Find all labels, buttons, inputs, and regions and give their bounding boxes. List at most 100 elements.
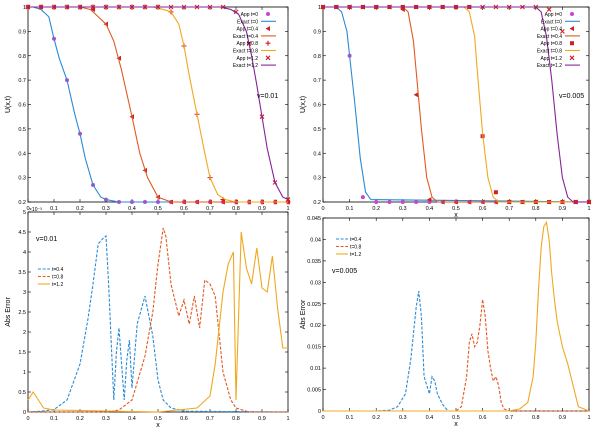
marker-point <box>266 12 270 16</box>
y-tick-label: 0.5 <box>18 127 26 133</box>
x-tick-label: 0.3 <box>102 416 110 422</box>
legend-label: t=0.4 <box>350 237 361 243</box>
y-tick-label: 0.04 <box>310 237 321 243</box>
legend-label: Exact t=0 <box>541 19 562 25</box>
x-tick-label: 0.6 <box>479 206 487 212</box>
y-tick-label: 5 <box>23 210 26 216</box>
y-axis-exponent: ×10⁻³ <box>29 207 42 213</box>
series-line <box>323 6 589 203</box>
y-tick-label: 0.5 <box>313 127 321 133</box>
x-tick-label: 0.5 <box>154 416 162 422</box>
series-line <box>323 220 590 412</box>
x-tick-label: 1 <box>286 206 289 212</box>
x-axis-label: x <box>454 212 458 219</box>
series-line <box>27 234 289 413</box>
series-line <box>28 6 288 203</box>
marker-point <box>560 28 565 34</box>
plot-area <box>322 217 590 412</box>
y-tick-label: 0.025 <box>307 302 321 308</box>
y-tick-label: 4 <box>23 250 26 256</box>
series-line <box>323 6 589 203</box>
y-tick-label: 0.02 <box>310 323 321 329</box>
series-line <box>28 6 288 203</box>
series-t-0-4 <box>27 234 289 413</box>
chart-panel-3: 0 0.1 0.2 0.3 0.4 0.5 0.6 0.7 0.8 0.9 1 0 0.5 1 1.5 2 2.… <box>5 207 290 429</box>
x-tick-label: 0.9 <box>559 206 567 212</box>
legend-label: Exact t=1.2 <box>537 63 562 69</box>
y-tick-label: 0.03 <box>310 280 321 286</box>
marker-point <box>285 197 291 202</box>
series-exact-t-0 <box>28 6 288 203</box>
y-tick-label: 0.9 <box>313 29 321 35</box>
x-tick-label: 0.4 <box>426 206 434 212</box>
marker-point <box>360 195 365 200</box>
x-tick-label: 0.8 <box>232 416 240 422</box>
x-tick-label: 0.1 <box>50 416 58 422</box>
x-tick-label: 0.4 <box>128 206 136 212</box>
y-axis-label: Abs Error <box>5 297 12 327</box>
marker-point <box>265 40 271 46</box>
series-exact-t-1-2 <box>28 6 289 201</box>
x-tick-label: 0.2 <box>76 416 84 422</box>
legend-label: t=0.4 <box>52 267 63 273</box>
x-tick-label: 0.1 <box>346 415 354 421</box>
y-tick-label: 3 <box>23 290 26 296</box>
legend: t=0.4 t=0.8t=1.2 <box>38 267 63 288</box>
y-tick-label: 0.01 <box>310 366 321 372</box>
x-tick-label: 0.5 <box>452 415 460 421</box>
series-t-0-8 <box>28 227 288 413</box>
y-tick-label: 0.7 <box>313 78 321 84</box>
plot-area <box>27 6 289 203</box>
x-tick-label: 0 <box>321 206 324 212</box>
plot-area <box>322 6 590 203</box>
x-tick-label: 0.6 <box>479 415 487 421</box>
y-tick-label: 1.5 <box>18 350 26 356</box>
x-tick-label: 0.4 <box>426 415 434 421</box>
marker-point <box>546 7 552 12</box>
series-exact-t-1-2 <box>323 6 589 203</box>
y-tick-label: 0.2 <box>18 200 26 206</box>
series-line <box>28 6 289 201</box>
series-t-1-2 <box>27 231 288 413</box>
x-tick-label: 0.7 <box>505 206 513 212</box>
marker-point <box>570 41 574 46</box>
legend-label: Exact t=0.4 <box>233 34 258 40</box>
y-tick-label: 0.6 <box>18 103 26 109</box>
series-line <box>323 6 589 203</box>
marker-point <box>426 197 432 203</box>
y-tick-label: 0.6 <box>313 103 321 109</box>
legend-label: t=0.8 <box>350 245 361 251</box>
x-tick-label: 0.8 <box>532 206 540 212</box>
x-tick-label: 0.9 <box>258 206 266 212</box>
y-tick-label: 4.5 <box>18 230 26 236</box>
legend-label: App t=1.2 <box>540 56 562 62</box>
legend-label: App t=0.4 <box>540 27 562 33</box>
x-tick-label: 0.6 <box>180 416 188 422</box>
x-tick-label: 0.2 <box>372 415 380 421</box>
x-tick-label: 0.3 <box>399 415 407 421</box>
series-line <box>28 227 288 413</box>
marker-point <box>387 200 392 204</box>
x-tick-label: 0.7 <box>206 416 214 422</box>
marker-point <box>493 190 498 195</box>
legend-label: App t=0.8 <box>236 41 258 47</box>
chart-panel-1: 0 0.1 0.2 0.3 0.4 0.5 0.6 0.7 0.8 0.9 1 0.2 0.3 0.4 0.… <box>5 4 291 219</box>
y-tick-label: 2 <box>23 330 26 336</box>
y-tick-label: 0.8 <box>313 54 321 60</box>
y-axis-label: Abs Error <box>300 299 307 329</box>
chart-panel-4: 0 0.1 0.2 0.3 0.4 0.5 0.6 0.7 0.8 0.9 1 0 0.005 0.01 0… <box>300 216 591 428</box>
y-tick-label: 1 <box>23 5 26 11</box>
marker-point <box>374 200 379 204</box>
x-tick-label: 0.9 <box>258 416 266 422</box>
x-tick-label: 0.4 <box>128 416 136 422</box>
x-axis-label: x <box>156 422 160 429</box>
marker-point <box>569 55 575 61</box>
marker-point <box>569 26 574 32</box>
x-tick-label: 0.5 <box>452 206 460 212</box>
x-tick-label: 1 <box>286 416 289 422</box>
x-tick-label: 0.9 <box>559 415 567 421</box>
viscosity-annotation: v=0.01 <box>257 93 278 100</box>
marker-point <box>265 26 270 32</box>
x-tick-label: 0.1 <box>346 206 354 212</box>
